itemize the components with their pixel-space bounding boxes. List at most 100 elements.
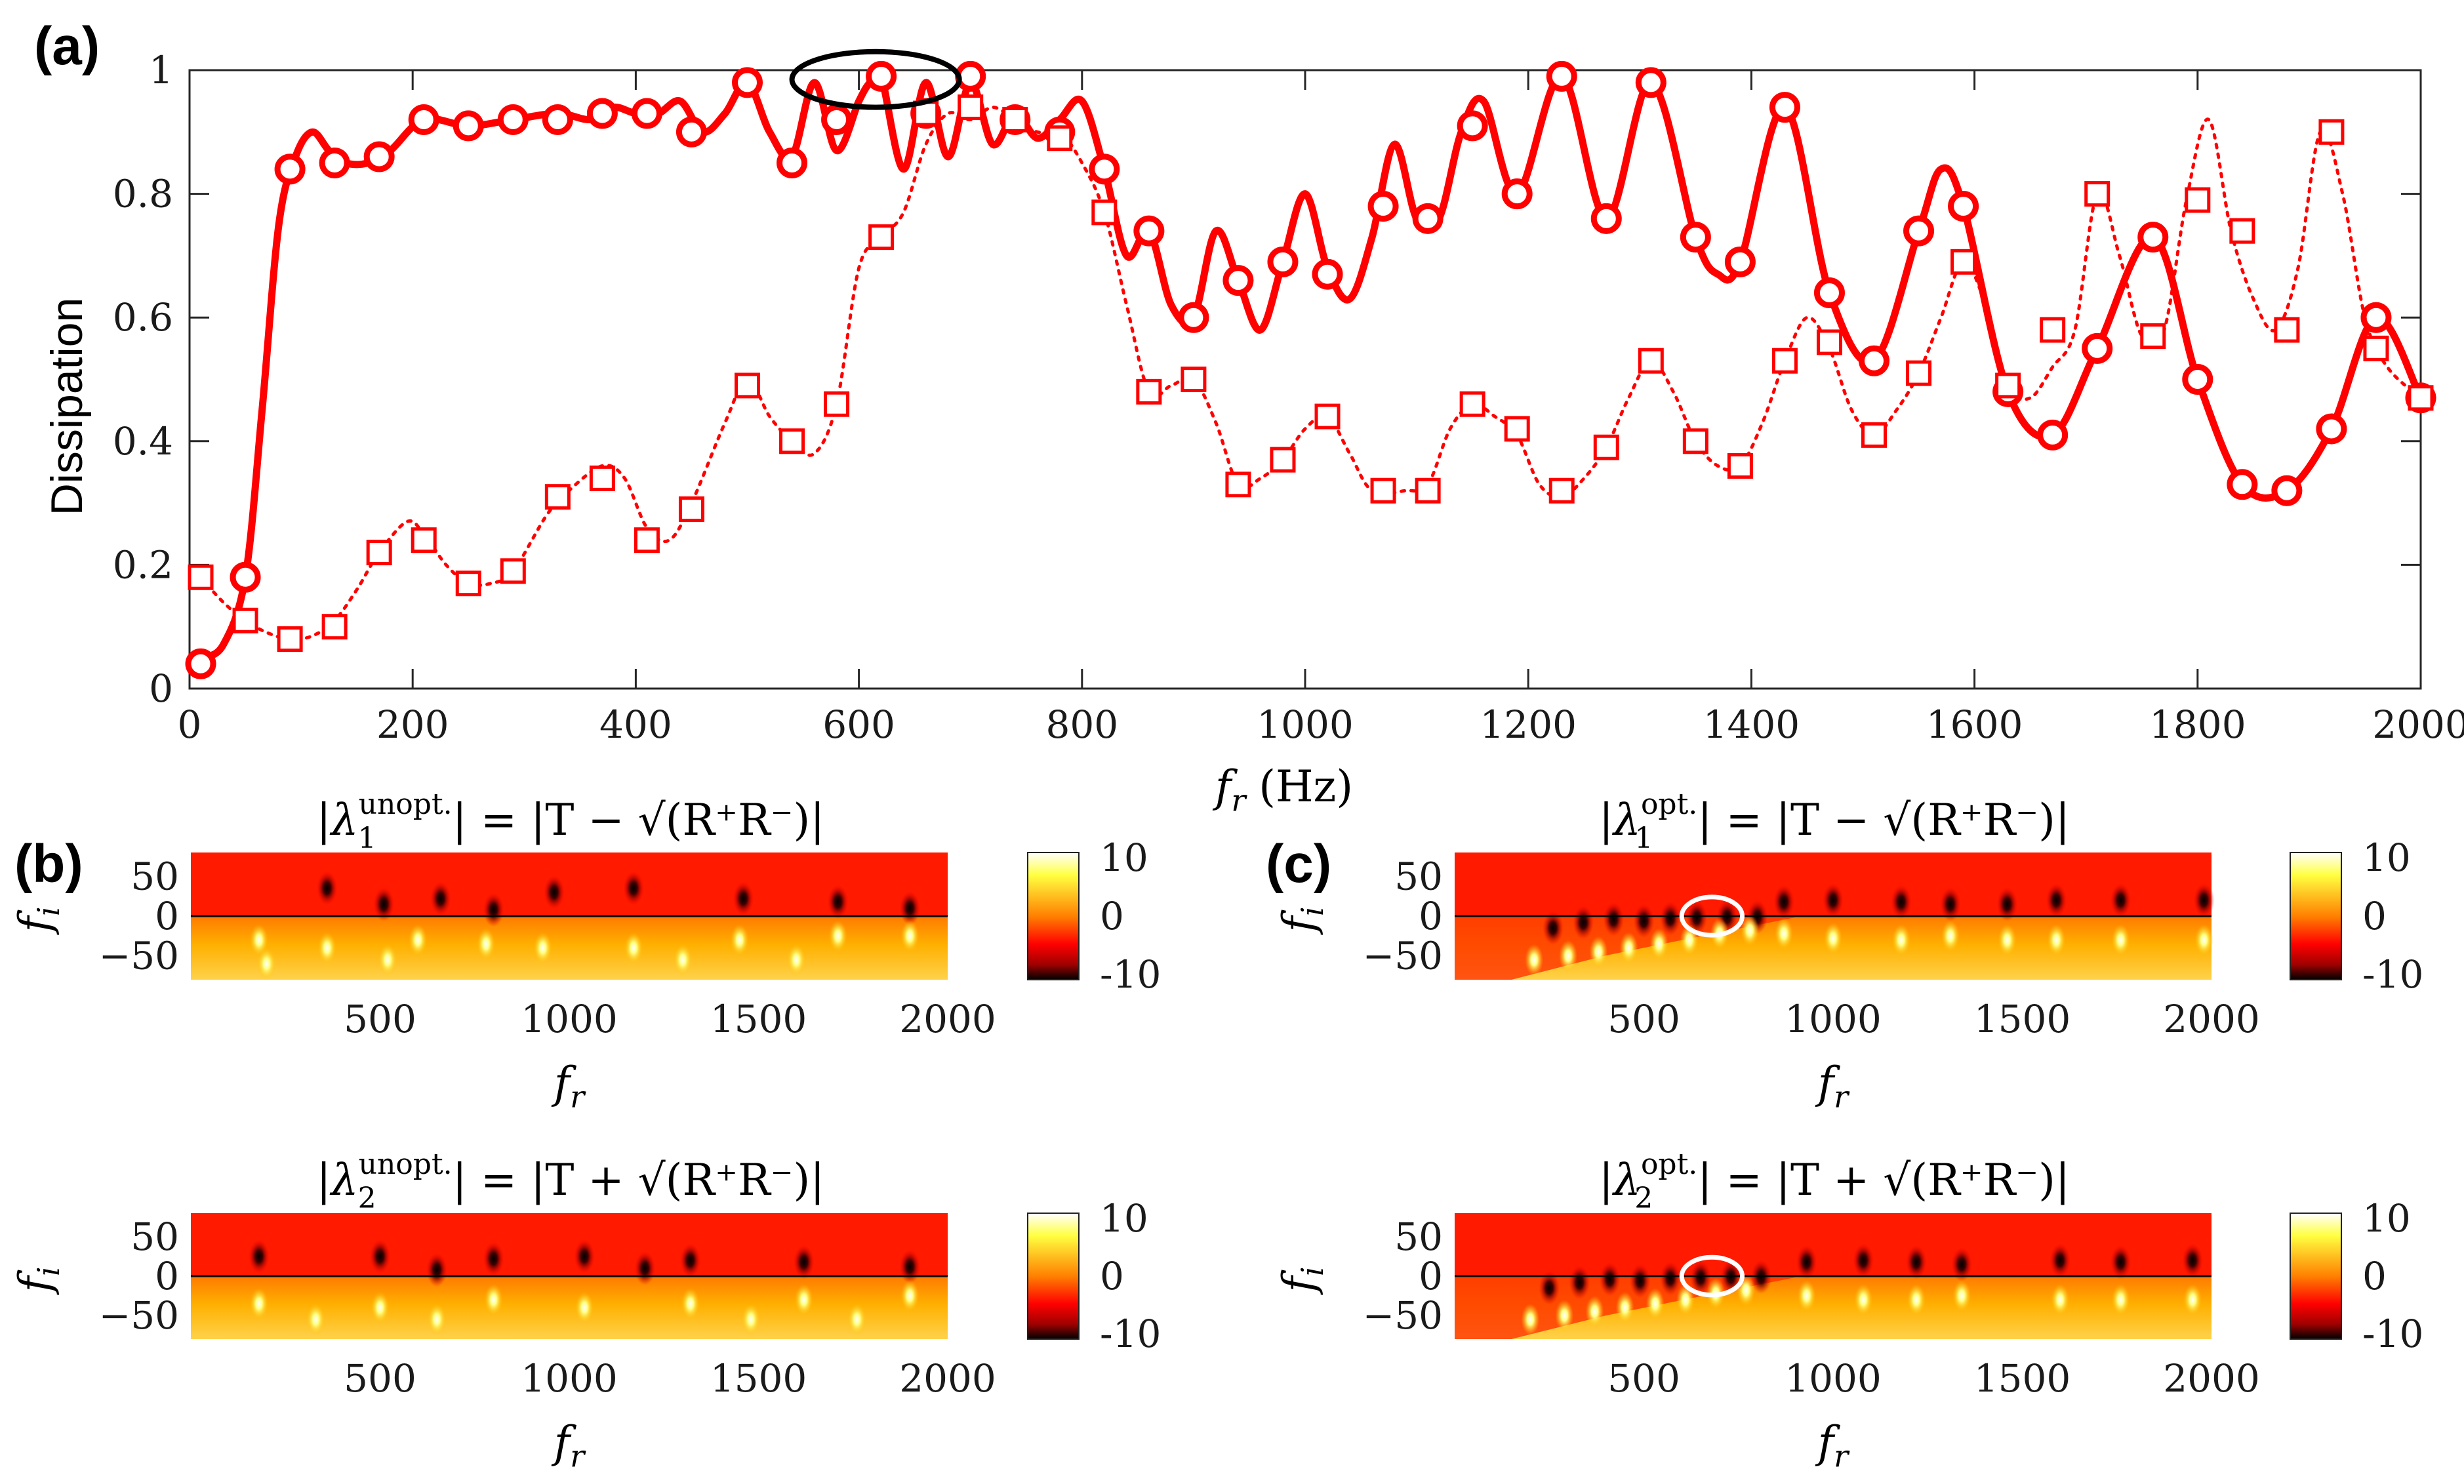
zero-b2-0 — [248, 1239, 270, 1273]
pole-b1-7 — [900, 920, 919, 952]
pole-b1-5 — [730, 924, 749, 956]
x-tick-label-a-1800: 1800 — [2149, 702, 2246, 747]
y-axis-title-b2: fi — [10, 1266, 66, 1295]
marker-unoptimized-10 — [634, 527, 660, 553]
marker-unoptimized-40 — [1995, 372, 2021, 399]
zero-b2-6 — [899, 1249, 921, 1284]
colorbar-tick-c1-1: 0 — [2362, 894, 2387, 938]
y-tick-label-b1-1: 0 — [155, 894, 179, 938]
marker-optimized-8 — [542, 104, 573, 135]
x-tick-label-c1-1000: 1000 — [1785, 997, 1882, 1041]
marker-optimized-31 — [1590, 203, 1622, 234]
x-tick-label-c1-2000: 2000 — [2163, 997, 2260, 1041]
marker-optimized-6 — [453, 110, 484, 142]
colorbar-tick-b1-2: -10 — [1100, 952, 1161, 997]
pole-c1-0 — [1525, 944, 1544, 976]
x-tick-label-c2-500: 500 — [1607, 1356, 1680, 1401]
marker-optimized-3 — [319, 147, 350, 178]
x-axis-title-c1: fr — [1815, 1058, 1850, 1115]
marker-unoptimized-44 — [2185, 187, 2211, 213]
marker-optimized-34 — [1724, 246, 1756, 277]
x-tick-label-a-400: 400 — [599, 702, 672, 747]
colorbar-tick-b2-0: 10 — [1100, 1196, 1148, 1241]
zero-c1-7 — [2193, 883, 2215, 917]
y-tick-label-b2-0: 50 — [131, 1214, 179, 1259]
zero-c2-7 — [1539, 1271, 1560, 1305]
marker-optimized-37 — [1859, 345, 1890, 376]
zero-c2-10 — [1629, 1264, 1651, 1298]
marker-unoptimized-37 — [1861, 422, 1888, 448]
colorbar-tick-b2-1: 0 — [1100, 1254, 1124, 1298]
marker-unoptimized-48 — [2363, 335, 2389, 361]
marker-unoptimized-33 — [1682, 428, 1708, 454]
x-tick-label-c2-2000: 2000 — [2163, 1356, 2260, 1401]
pole-c1-11 — [1941, 920, 1960, 952]
colorbar-tick-c1-2: -10 — [2362, 952, 2423, 997]
zero-c1-0 — [1773, 885, 1794, 919]
colorbar-tick-c1-0: 10 — [2362, 835, 2411, 880]
marker-optimized-41 — [2037, 419, 2069, 451]
marker-optimized-36 — [1813, 277, 1845, 308]
zero-c1-5 — [2046, 883, 2067, 917]
y-tick-label-b2-1: 0 — [155, 1254, 179, 1298]
marker-optimized-20 — [1089, 153, 1120, 185]
y-tick-label-a-2: 0.4 — [113, 419, 173, 464]
y-tick-label-b2-2: −50 — [99, 1293, 179, 1338]
pole-c2-11 — [1952, 1280, 1971, 1312]
marker-unoptimized-6 — [455, 571, 481, 597]
marker-unoptimized-24 — [1270, 447, 1296, 473]
pole-b2-9 — [741, 1304, 760, 1335]
marker-unoptimized-47 — [2318, 119, 2345, 145]
colorbar-tick-c2-2: -10 — [2362, 1312, 2423, 1356]
highlight-ellipse-c1 — [1679, 894, 1745, 938]
zero-c1-10 — [1603, 902, 1625, 936]
y-axis-title-c1: fi — [1274, 906, 1330, 935]
colorbar-gradient-c2 — [2290, 1213, 2342, 1340]
marker-optimized-43 — [2137, 222, 2169, 253]
zero-c1-6 — [2110, 883, 2131, 917]
zero-b2-7 — [426, 1253, 448, 1287]
pole-b1-6 — [828, 920, 847, 952]
marker-unoptimized-7 — [500, 558, 526, 584]
marker-optimized-47 — [2316, 413, 2347, 445]
pole-c2-10 — [1907, 1284, 1926, 1315]
colorbar-tick-b1-1: 0 — [1100, 894, 1124, 938]
marker-optimized-4 — [363, 141, 395, 172]
zero-c2-1 — [1853, 1243, 1874, 1277]
pole-b2-10 — [847, 1304, 866, 1335]
pole-b2-1 — [371, 1292, 390, 1323]
marker-optimized-13 — [777, 147, 808, 178]
marker-optimized-26 — [1367, 190, 1399, 222]
x-axis-title-c2: fr — [1815, 1417, 1850, 1474]
pole-c2-8 — [1797, 1280, 1816, 1312]
marker-optimized-27 — [1412, 203, 1444, 234]
pole-b1-10 — [477, 928, 496, 960]
panel-title-b2: |λunopt. 2 | = |T + √(R⁺R⁻)| — [317, 1148, 825, 1215]
marker-unoptimized-36 — [1816, 329, 1842, 355]
y-tick-label-a-4: 0.8 — [113, 172, 173, 216]
zero-c1-9 — [1573, 905, 1594, 940]
marker-unoptimized-42 — [2084, 181, 2111, 207]
pole-c2-12 — [2051, 1284, 2070, 1315]
marker-unoptimized-34 — [1727, 453, 1753, 479]
pole-b1-1 — [317, 932, 336, 964]
zero-c2-12 — [1690, 1260, 1712, 1295]
zero-c2-2 — [1905, 1245, 1927, 1279]
pole-c1-13 — [2047, 924, 2066, 956]
x-tick-label-b2-500: 500 — [344, 1356, 416, 1401]
pole-b2-0 — [249, 1288, 268, 1319]
pole-c1-3 — [1619, 932, 1638, 964]
zero-c1-3 — [1939, 887, 1961, 921]
marker-optimized-12 — [732, 67, 763, 98]
colorbar-gradient-c1 — [2290, 852, 2342, 980]
pole-b2-2 — [484, 1284, 503, 1315]
pole-b2-8 — [428, 1304, 447, 1335]
x-axis-title-b1: fr — [551, 1058, 586, 1115]
marker-optimized-10 — [631, 98, 662, 129]
x-tick-label-b1-500: 500 — [344, 997, 416, 1041]
x-tick-label-b2-1500: 1500 — [710, 1356, 807, 1401]
x-tick-label-a-600: 600 — [822, 702, 895, 747]
